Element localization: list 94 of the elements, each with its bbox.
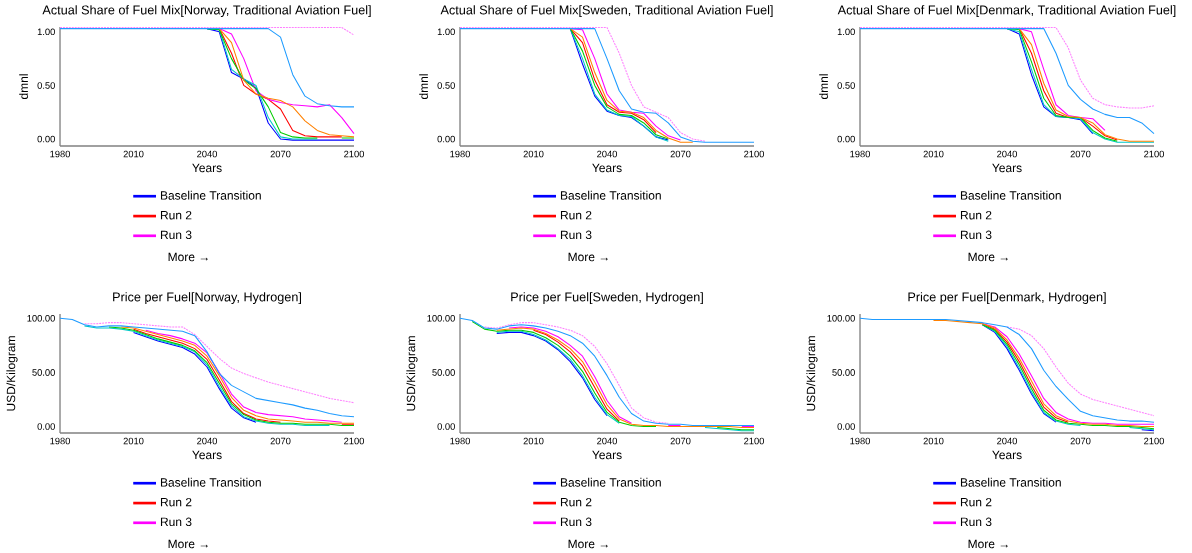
legend-label: Run 2	[960, 210, 992, 220]
y-axis-title: USD/Kilogram	[406, 336, 418, 411]
x-tick-label: 2010	[123, 150, 144, 158]
y-tick-label: 0.00	[37, 135, 55, 143]
y-tick-label: 0.00	[837, 135, 855, 143]
y-tick-label: 0.00	[837, 423, 855, 430]
x-tick-label: 2100	[744, 437, 765, 445]
x-tick-label: 2010	[123, 437, 144, 445]
x-tick-label: 2040	[597, 437, 618, 445]
x-tick-label: 2070	[1070, 150, 1091, 158]
x-tick-label: 2070	[670, 437, 691, 445]
y-tick-label: 100.00	[827, 315, 855, 322]
x-tick-label: 2040	[997, 437, 1018, 445]
legend-label: Baseline Transition	[960, 190, 1061, 200]
x-axis-title: Years	[592, 450, 622, 460]
x-axis-title: Years	[592, 163, 622, 173]
legend-label: Run 2	[160, 497, 192, 507]
chart-title: Price per Fuel[Sweden, Hydrogen]	[511, 292, 703, 304]
y-tick-label: 0.50	[837, 82, 855, 89]
x-axis-title: Years	[192, 163, 222, 173]
legend-label: Run 3	[160, 230, 192, 240]
legend-label: Run 3	[960, 230, 992, 240]
y-tick-label: 1.00	[37, 28, 55, 36]
x-tick-label: 1980	[850, 437, 871, 445]
legend-label: Baseline Transition	[560, 477, 661, 487]
x-tick-label: 2100	[1144, 437, 1165, 445]
x-tick-label: 2010	[523, 150, 544, 158]
y-tick-label: 1.00	[837, 28, 855, 36]
y-axis-title: dmnl	[819, 74, 828, 99]
legend-label: Baseline Transition	[160, 477, 261, 487]
chart-title: Price per Fuel[Norway, Hydrogen]	[113, 292, 301, 304]
legend-label: Baseline Transition	[560, 190, 661, 200]
text: More →	[568, 539, 608, 549]
y-tick-label: 100.00	[427, 315, 455, 322]
legend-label: Baseline Transition	[160, 190, 261, 200]
text: More →	[168, 539, 208, 549]
y-axis-title: USD/Kilogram	[806, 336, 818, 411]
x-tick-label: 1980	[450, 437, 471, 445]
line-series	[1018, 28, 1106, 131]
x-axis-title: Years	[192, 450, 222, 460]
legend-label: Run 3	[560, 517, 592, 527]
x-tick-label: 2040	[597, 150, 618, 158]
y-axis-title: dmnl	[419, 74, 428, 99]
y-tick-label: 100.00	[27, 315, 55, 322]
x-tick-label: 2010	[523, 437, 544, 445]
line-series	[532, 329, 620, 422]
text: More →	[168, 252, 208, 262]
x-tick-label: 2100	[1144, 150, 1165, 158]
x-axis-title: Years	[992, 450, 1022, 460]
x-tick-label: 1980	[50, 150, 71, 158]
y-axis-title: dmnl	[19, 74, 28, 99]
y-tick-label: 0.00	[437, 423, 455, 430]
x-tick-label: 1980	[450, 150, 471, 158]
line-series	[496, 331, 608, 417]
y-tick-label: 1.00	[437, 28, 455, 36]
x-tick-label: 2040	[197, 150, 218, 158]
x-tick-label: 2010	[923, 150, 944, 158]
legend-label: Run 3	[160, 517, 192, 527]
legend-label: Run 2	[560, 497, 592, 507]
text: More →	[568, 252, 608, 262]
chart-title: Actual Share of Fuel Mix[Sweden, Traditional Aviation Fuel]	[440, 5, 773, 17]
y-tick-label: 0.00	[37, 423, 55, 430]
legend-label: Run 3	[560, 230, 592, 240]
legend-label: Run 3	[960, 517, 992, 527]
y-tick-label: 50.00	[832, 369, 855, 376]
x-tick-label: 1980	[50, 437, 71, 445]
text: More →	[968, 539, 1008, 549]
x-tick-label: 2070	[270, 437, 291, 445]
y-tick-label: 50.00	[432, 369, 455, 376]
y-tick-label: 0.00	[437, 135, 455, 143]
x-tick-label: 2010	[923, 437, 944, 445]
x-tick-label: 2070	[270, 150, 291, 158]
x-tick-label: 2040	[997, 150, 1018, 158]
y-tick-label: 50.00	[32, 369, 55, 376]
chart-title: Actual Share of Fuel Mix[Denmark, Traditional Aviation Fuel]	[837, 5, 1176, 17]
y-tick-label: 0.50	[437, 82, 455, 89]
x-tick-label: 2100	[344, 437, 365, 445]
x-tick-label: 2070	[670, 150, 691, 158]
legend-label: Run 2	[960, 497, 992, 507]
chart-title: Price per Fuel[Denmark, Hydrogen]	[908, 292, 1106, 304]
legend-label: Baseline Transition	[960, 477, 1061, 487]
x-tick-label: 2100	[744, 150, 765, 158]
x-tick-label: 2040	[197, 437, 218, 445]
x-tick-label: 2070	[1070, 437, 1091, 445]
y-tick-label: 0.50	[37, 82, 55, 89]
legend-label: Run 2	[160, 210, 192, 220]
chart-title: Actual Share of Fuel Mix[Norway, Traditional Aviation Fuel]	[42, 5, 371, 17]
legend-label: Run 2	[560, 210, 592, 220]
text: More →	[968, 252, 1008, 262]
y-axis-title: USD/Kilogram	[6, 336, 18, 411]
x-tick-label: 2100	[344, 150, 365, 158]
x-tick-label: 1980	[850, 150, 871, 158]
x-axis-title: Years	[992, 163, 1022, 173]
line-series	[483, 322, 669, 424]
